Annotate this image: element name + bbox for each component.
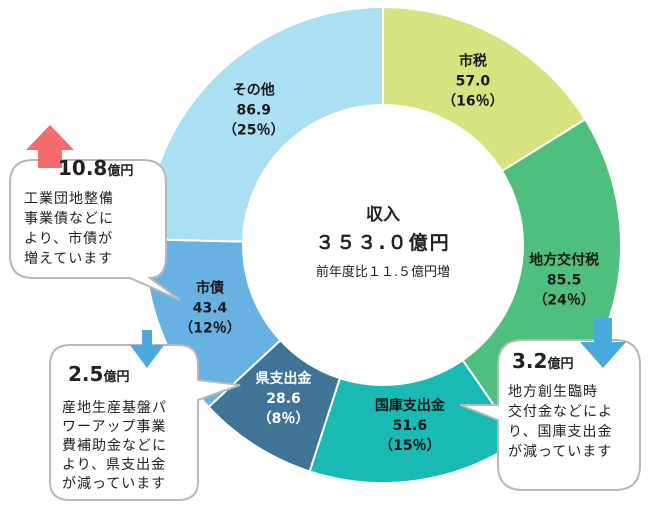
slice-percent: （25％） bbox=[223, 123, 284, 139]
callout-line: 事業債などに bbox=[24, 211, 114, 227]
callout-line: より、市債が bbox=[24, 230, 113, 247]
slice-label: 県支出金 28.6 （8％） bbox=[256, 370, 313, 427]
callout-line: 地方創生臨時 bbox=[508, 384, 598, 400]
slice-value: 43.4 bbox=[193, 301, 228, 317]
callout-line: 工業団地整備 bbox=[24, 191, 114, 207]
slice-name: 地方交付税 bbox=[529, 252, 599, 269]
callout-unit: 億円 bbox=[103, 369, 129, 385]
callout-amount: 10.8 bbox=[58, 156, 107, 180]
callout-amount: 3.2 bbox=[512, 349, 547, 373]
slice-label: 市税 57.0 （16％） bbox=[442, 52, 503, 109]
center-subtitle: 前年度比１１.５億円増 bbox=[316, 264, 450, 280]
slice-value: 86.9 bbox=[236, 103, 271, 119]
slice-name: 市税 bbox=[459, 52, 487, 69]
callout-line: 費補助金などに bbox=[62, 438, 167, 454]
slice-name: 市債 bbox=[196, 280, 224, 297]
callout-line: ワーアップ事業 bbox=[62, 419, 166, 435]
callout-bubble bbox=[49, 344, 241, 501]
center-summary: 収入 ３５３.０億円 前年度比１１.５億円増 bbox=[315, 205, 450, 280]
svg-text:2.5億円: 2.5億円 bbox=[68, 362, 129, 386]
slice-value: 28.6 bbox=[266, 391, 301, 407]
slice-label: 市債 43.4 （12％） bbox=[179, 280, 240, 337]
callout-unit: 億円 bbox=[547, 356, 573, 372]
slice-percent: （24％） bbox=[533, 293, 594, 309]
donut-slice bbox=[144, 5, 384, 243]
center-title: 収入 bbox=[366, 205, 400, 225]
callout-unit: 億円 bbox=[107, 163, 133, 179]
callout-amount: 2.5 bbox=[68, 362, 103, 386]
callout-line: が減っています bbox=[508, 443, 612, 460]
callout-line: が減っています bbox=[62, 475, 166, 492]
slice-percent: （16％） bbox=[442, 93, 503, 109]
callout-line: 産地生産基盤パ bbox=[62, 399, 167, 416]
slice-percent: （8％） bbox=[258, 411, 310, 427]
slice-percent: （15％） bbox=[379, 438, 440, 454]
slice-name: 国庫支出金 bbox=[375, 397, 446, 414]
svg-text:10.8億円: 10.8億円 bbox=[58, 156, 133, 180]
callout-national: 3.2億円 地方創生臨時 交付金などによ り、国庫支出金 が減っています bbox=[459, 318, 641, 491]
callout-bubble bbox=[459, 339, 641, 491]
slice-value: 51.6 bbox=[393, 418, 428, 434]
slice-name: その他 bbox=[233, 82, 275, 99]
slice-value: 85.5 bbox=[547, 273, 582, 289]
callout-line: り、国庫支出金 bbox=[508, 423, 612, 440]
svg-text:3.2億円: 3.2億円 bbox=[512, 349, 573, 373]
callout-prefectural: 2.5億円 産地生産基盤パ ワーアップ事業 費補助金などに より、県支出金 が減… bbox=[49, 330, 241, 501]
callout-line: より、県支出金 bbox=[62, 457, 166, 473]
slice-label: 国庫支出金 51.6 （15％） bbox=[375, 397, 446, 454]
slice-name: 県支出金 bbox=[256, 370, 313, 387]
slice-percent: （12％） bbox=[179, 321, 240, 337]
callout-line: 交付金などによ bbox=[508, 403, 613, 420]
callout-line: 増えています bbox=[24, 251, 113, 267]
callout-bubble bbox=[9, 159, 181, 301]
slice-value: 57.0 bbox=[456, 73, 491, 89]
slice-label: その他 86.9 （25％） bbox=[223, 82, 284, 139]
arrow-down-icon bbox=[580, 318, 626, 368]
slice-labels: 市税 57.0 （16％） 地方交付税 85.5 （24％） 国庫支出金 51.6 （15％） 県… bbox=[179, 52, 599, 454]
arrow-down-icon bbox=[130, 330, 164, 368]
slice-label: 地方交付税 85.5 （24％） bbox=[529, 252, 599, 309]
center-total: ３５３.０億円 bbox=[315, 231, 450, 254]
arrow-up-icon bbox=[26, 125, 74, 168]
callout-city-bonds: 10.8億円 工業団地整備 事業債などに より、市債が 増えています bbox=[9, 125, 181, 301]
